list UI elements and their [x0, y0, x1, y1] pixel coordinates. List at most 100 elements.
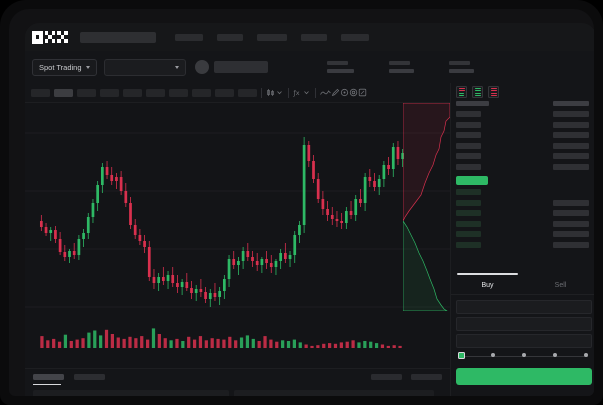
orderbook-buy-icon[interactable] — [472, 86, 483, 98]
fullscreen-icon[interactable] — [358, 88, 367, 98]
price-field[interactable] — [456, 317, 592, 331]
orders-row-right[interactable] — [234, 390, 434, 396]
okx-logo-icon[interactable] — [32, 30, 70, 44]
ask-price — [456, 121, 481, 128]
coin-avatar-icon — [194, 60, 209, 74]
slider-handle[interactable] — [458, 352, 465, 359]
orderbook-bid-row[interactable] — [456, 210, 592, 216]
magnet-icon[interactable] — [340, 88, 349, 98]
depth-chart-overlay — [403, 103, 450, 311]
ask-size — [553, 163, 589, 170]
timeframe-1w[interactable] — [192, 88, 211, 97]
ask-price — [456, 163, 481, 170]
orders-panel — [25, 368, 450, 396]
bid-size — [553, 199, 589, 206]
logo-letter-x — [57, 30, 68, 44]
trade-sidebar: Buy Sell — [450, 83, 594, 396]
bid-size — [553, 210, 589, 216]
pencil-icon[interactable] — [331, 88, 340, 98]
candlestick-series — [39, 137, 405, 307]
bid-price — [456, 220, 481, 227]
chevron-down-icon — [85, 65, 90, 69]
tab-order-history[interactable] — [74, 374, 105, 380]
orderbook-ask-row[interactable] — [456, 132, 592, 138]
amount-field[interactable] — [456, 334, 592, 348]
orders-actions — [371, 374, 442, 380]
orderbook-sell-icon[interactable] — [488, 86, 499, 98]
market-type-label: Spot Trading — [39, 62, 82, 72]
device-bezel: Spot Trading — [9, 9, 594, 396]
place-buy-order-button[interactable] — [456, 368, 592, 385]
orderbook-bid-row[interactable] — [456, 220, 592, 227]
tab-open-orders[interactable] — [33, 374, 64, 380]
nav-item-derivatives[interactable] — [257, 33, 287, 41]
orderbook-ask-row[interactable] — [456, 142, 592, 149]
order-type-field[interactable] — [456, 300, 592, 314]
slider-stop-100[interactable] — [584, 353, 588, 357]
nav-item-markets[interactable] — [175, 33, 203, 41]
timeframe-15m[interactable] — [77, 88, 96, 97]
app-screen: Spot Trading — [25, 23, 594, 396]
market-type-dropdown[interactable]: Spot Trading — [32, 58, 97, 76]
orderbook-mixed-icon[interactable] — [456, 86, 467, 98]
order-book[interactable] — [451, 101, 594, 271]
orderbook-bid-row[interactable] — [456, 241, 592, 248]
stat-label — [326, 61, 348, 65]
timeframe-30m[interactable] — [100, 88, 119, 97]
orderbook-bid-row[interactable] — [456, 199, 592, 206]
chevron-down-icon[interactable] — [275, 88, 284, 98]
timeframe-1m[interactable] — [31, 88, 50, 97]
orderbook-ask-row[interactable] — [456, 121, 592, 128]
cancel-all-button[interactable] — [411, 374, 442, 380]
orderbook-ask-row[interactable] — [456, 163, 592, 170]
orderbook-last-price — [456, 176, 488, 185]
ask-price — [456, 153, 481, 159]
ask-size — [553, 142, 589, 149]
orders-row-left[interactable] — [33, 390, 229, 396]
timeframe-1d[interactable] — [169, 88, 188, 97]
nav-item-earn[interactable] — [301, 33, 327, 41]
ask-size — [553, 111, 589, 117]
nav-item-more[interactable] — [341, 33, 369, 41]
stat-24h-high — [388, 61, 414, 73]
timeframe-5m[interactable] — [54, 88, 73, 97]
indicator-icon[interactable]: ƒx — [293, 88, 302, 98]
nav-item-trade[interactable] — [217, 33, 243, 41]
bid-price — [456, 189, 481, 195]
toolbar-divider — [261, 87, 262, 98]
price-chart[interactable] — [25, 103, 450, 368]
timeframe-1h[interactable] — [123, 88, 142, 97]
volume-series — [40, 328, 402, 348]
bid-price — [456, 199, 481, 206]
hide-other-pairs-button[interactable] — [371, 374, 402, 380]
tab-sell[interactable]: Sell — [524, 273, 594, 294]
line-tool-icon[interactable] — [320, 88, 331, 98]
slider-stop-50[interactable] — [522, 353, 526, 357]
settings-icon[interactable] — [349, 88, 358, 98]
market-stats — [326, 61, 474, 73]
orderbook-header-price — [456, 101, 489, 106]
ask-price — [456, 132, 481, 138]
tab-buy-label: Buy — [481, 282, 494, 289]
candlestick-chart — [25, 132, 450, 348]
chevron-down-icon — [174, 65, 179, 69]
timeframe-more[interactable] — [238, 88, 257, 97]
chevron-down-icon[interactable] — [302, 88, 311, 98]
tab-buy[interactable]: Buy — [451, 273, 524, 294]
slider-stop-25[interactable] — [491, 353, 495, 357]
slider-stop-75[interactable] — [553, 353, 557, 357]
timeframe-1mo[interactable] — [215, 88, 234, 97]
amount-percent-slider[interactable] — [458, 351, 590, 361]
orderbook-bid-row[interactable] — [456, 189, 592, 195]
bid-price — [456, 231, 481, 237]
orderbook-ask-row[interactable] — [456, 111, 592, 117]
orderbook-bid-row[interactable] — [456, 231, 592, 237]
timeframe-4h[interactable] — [146, 88, 165, 97]
candlestick-type-icon[interactable] — [266, 88, 275, 98]
search-input[interactable] — [80, 31, 156, 43]
trading-pair-dropdown[interactable] — [103, 58, 186, 76]
bid-price — [456, 210, 481, 216]
orders-list — [33, 390, 434, 396]
orderbook-ask-row[interactable] — [456, 153, 592, 159]
